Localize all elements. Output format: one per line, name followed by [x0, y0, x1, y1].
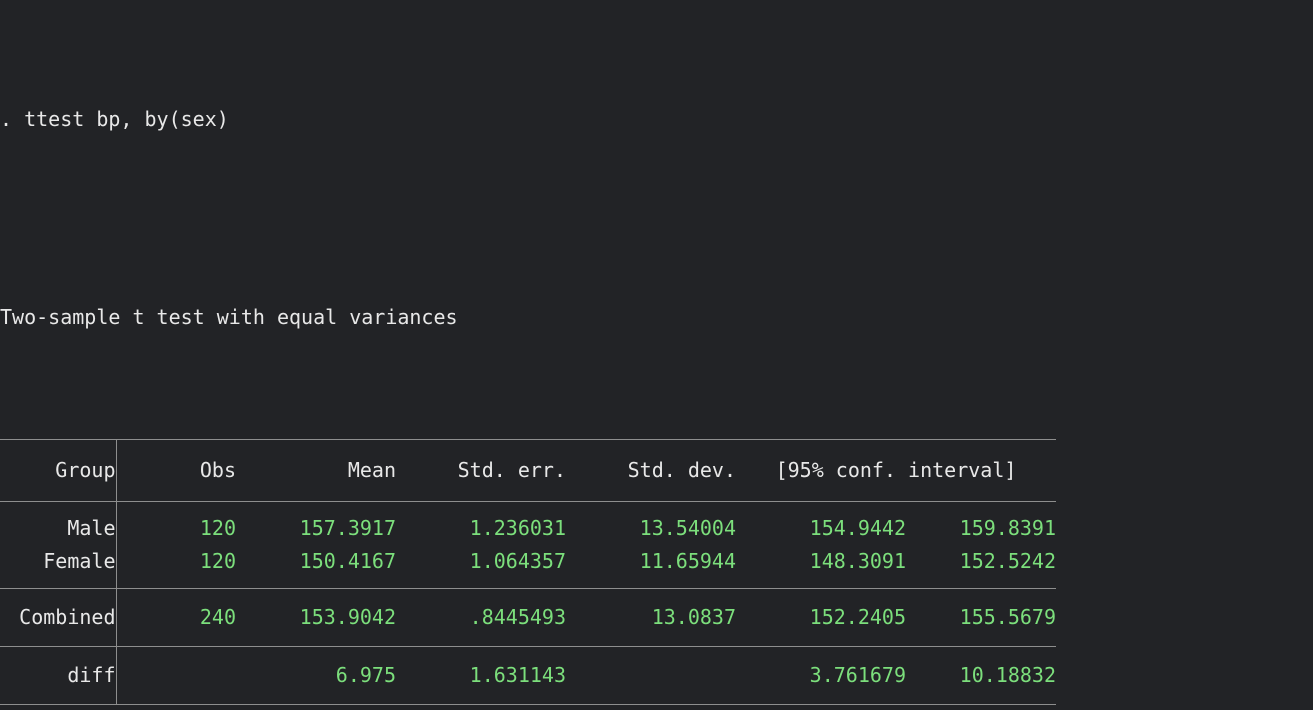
table-row: Male 120 157.3917 1.236031 13.54004 154.…	[0, 502, 1056, 546]
cell-sd	[566, 647, 736, 705]
cell-ci-hi: 152.5242	[906, 545, 1056, 589]
header-mean: Mean	[236, 440, 396, 502]
command-line: . ttest bp, by(sex)	[0, 103, 1313, 136]
ttest-table: Group Obs Mean Std. err. Std. dev. [95% …	[0, 439, 1056, 705]
table-row: diff 6.975 1.631143 3.761679 10.18832	[0, 647, 1056, 705]
header-row: Group Obs Mean Std. err. Std. dev. [95% …	[0, 440, 1056, 502]
cell-mean: 6.975	[236, 647, 396, 705]
cell-sd: 11.65944	[566, 545, 736, 589]
cell-obs: 120	[116, 502, 236, 546]
row-label: Male	[0, 502, 116, 546]
table-row: Combined 240 153.9042 .8445493 13.0837 1…	[0, 589, 1056, 647]
header-obs: Obs	[116, 440, 236, 502]
header-ci: [95% conf. interval]	[736, 440, 1056, 502]
cell-se: .8445493	[396, 589, 566, 647]
cell-ci-lo: 152.2405	[736, 589, 906, 647]
cell-ci-lo: 3.761679	[736, 647, 906, 705]
cell-sd: 13.0837	[566, 589, 736, 647]
row-label: Combined	[0, 589, 116, 647]
cell-obs	[116, 647, 236, 705]
cell-se: 1.064357	[396, 545, 566, 589]
header-se: Std. err.	[396, 440, 566, 502]
blank-line	[0, 202, 1313, 235]
cell-ci-hi: 10.18832	[906, 647, 1056, 705]
cell-ci-hi: 159.8391	[906, 502, 1056, 546]
header-sd: Std. dev.	[566, 440, 736, 502]
stata-output-terminal: . ttest bp, by(sex) Two-sample t test wi…	[0, 0, 1313, 710]
table-row: Female 120 150.4167 1.064357 11.65944 14…	[0, 545, 1056, 589]
row-label: Female	[0, 545, 116, 589]
cell-mean: 153.9042	[236, 589, 396, 647]
cell-ci-lo: 148.3091	[736, 545, 906, 589]
cell-se: 1.631143	[396, 647, 566, 705]
cell-ci-hi: 155.5679	[906, 589, 1056, 647]
cell-mean: 157.3917	[236, 502, 396, 546]
cell-se: 1.236031	[396, 502, 566, 546]
cell-sd: 13.54004	[566, 502, 736, 546]
test-title: Two-sample t test with equal variances	[0, 301, 1313, 334]
header-group: Group	[0, 440, 116, 502]
cell-obs: 240	[116, 589, 236, 647]
cell-ci-lo: 154.9442	[736, 502, 906, 546]
cell-mean: 150.4167	[236, 545, 396, 589]
row-label: diff	[0, 647, 116, 705]
cell-obs: 120	[116, 545, 236, 589]
